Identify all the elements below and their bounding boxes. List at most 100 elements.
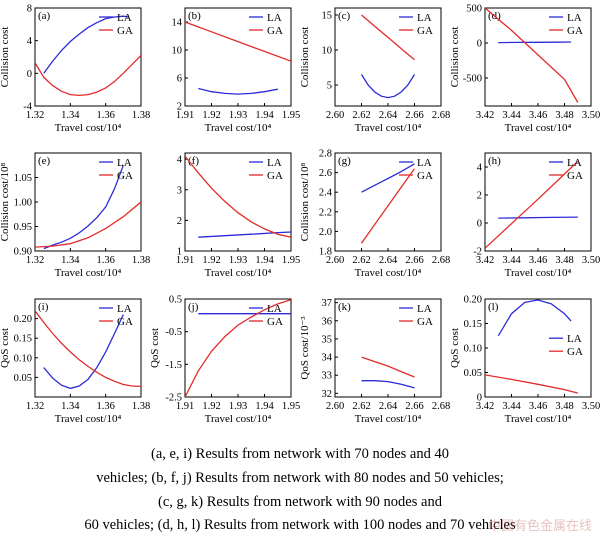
y-tick-label: 500	[466, 4, 482, 15]
legend-label-ga: GA	[267, 170, 283, 182]
y-tick-label: 0	[477, 393, 482, 404]
y-axis-label: Collision cost/10⁸	[0, 162, 11, 241]
x-tick-label: 1.34	[61, 401, 80, 412]
series-line-la	[43, 314, 124, 390]
y-tick-label: 2.2	[319, 207, 332, 218]
legend-label-ga: GA	[567, 346, 583, 358]
legend-label-ga: GA	[417, 170, 433, 182]
x-tick-label: 3.46	[529, 255, 547, 266]
plot-frame	[34, 7, 142, 107]
caption-line-2: vehicles; (b, f, j) Results from network…	[96, 470, 504, 486]
caption-line-3: (c, g, k) Results from network with 90 n…	[158, 494, 442, 510]
legend-label-la: LA	[417, 157, 432, 169]
y-tick-label: 32	[322, 389, 333, 400]
y-tick-label: 0.20	[464, 295, 482, 306]
y-tick-label: 37	[322, 298, 333, 309]
y-tick-label: 0.20	[14, 314, 32, 325]
x-tick-label: 1.95	[282, 401, 300, 412]
series-line-ga	[185, 155, 291, 238]
x-tick-label: 3.50	[582, 110, 600, 121]
legend-label-la: LA	[417, 12, 432, 24]
panel-label: (b)	[188, 10, 201, 22]
x-tick-label: 2.62	[352, 255, 370, 266]
y-tick-label: 33	[322, 371, 333, 382]
x-tick-label: 2.62	[352, 401, 370, 412]
y-tick-label: -1.5	[165, 360, 182, 371]
x-tick-label: 1.95	[282, 255, 300, 266]
panel-label: (k)	[338, 301, 351, 313]
legend-label-la: LA	[567, 333, 582, 345]
x-tick-label: 1.95	[282, 110, 300, 121]
panel-label: (j)	[188, 301, 199, 313]
y-tick-label: 0	[477, 39, 482, 50]
y-tick-label: 4	[177, 155, 183, 166]
y-tick-label: 1.00	[14, 198, 32, 209]
x-tick-label: 3.48	[555, 110, 573, 121]
y-tick-label: 2.6	[319, 168, 332, 179]
panel-label: (a)	[38, 10, 51, 22]
x-tick-label: 1.92	[202, 110, 220, 121]
x-tick-label: 1.38	[132, 255, 150, 266]
x-tick-label: 1.91	[176, 255, 194, 266]
legend-label-ga: GA	[417, 316, 433, 328]
caption-line-1: (a, e, i) Results from network with 70 n…	[150, 446, 449, 462]
legend-label-la: LA	[417, 303, 432, 315]
y-axis-label: QoS cost/10⁻³	[299, 316, 311, 380]
plot-frame	[34, 298, 142, 398]
legend-label-ga: GA	[117, 170, 133, 182]
x-tick-label: 3.48	[555, 401, 573, 412]
y-tick-label: 0	[27, 69, 32, 80]
legend-label-ga: GA	[567, 170, 583, 182]
series-line-la	[498, 41, 572, 44]
x-tick-label: 1.34	[61, 110, 80, 121]
panel-label: (i)	[38, 301, 49, 313]
x-axis-label: Travel cost/10⁴	[505, 413, 572, 425]
series-line-ga	[35, 201, 141, 248]
series-line-la	[198, 231, 291, 238]
y-tick-label: -2.5	[165, 393, 182, 404]
panel-label: (f)	[188, 155, 199, 167]
caption-line-4: 60 vehicles; (d, h, l) Results from netw…	[84, 517, 516, 533]
y-tick-label: 4	[477, 163, 483, 174]
x-axis-label: Travel cost/10⁴	[55, 413, 122, 425]
x-tick-label: 2.64	[379, 110, 398, 121]
chart-panel: 2.60 2.62 2.64 2.66 2.68 5 10 15 Travel cost/10⁴…	[299, 7, 450, 134]
x-axis-label: Travel cost/10⁴	[205, 122, 272, 134]
legend-label-la: LA	[267, 12, 282, 24]
x-tick-label: 1.93	[229, 255, 247, 266]
x-tick-label: 3.46	[529, 401, 547, 412]
x-tick-label: 3.50	[582, 401, 600, 412]
legend-label-la: LA	[567, 157, 582, 169]
x-tick-label: 1.94	[255, 401, 274, 412]
x-tick-label: 2.68	[432, 110, 450, 121]
y-tick-label: 8	[27, 4, 32, 15]
series-line-ga	[485, 8, 579, 103]
x-axis-label: Travel cost/10⁴	[355, 267, 422, 279]
series-line-la	[497, 299, 572, 337]
series-line-ga	[485, 374, 578, 394]
series-line-la	[198, 87, 278, 95]
y-tick-label: 0.15	[14, 334, 32, 345]
x-tick-label: 1.32	[26, 110, 44, 121]
y-tick-label: 0.90	[14, 247, 32, 258]
x-tick-label: 3.42	[476, 255, 494, 266]
series-line-ga	[185, 21, 291, 62]
y-tick-label: -500	[463, 74, 482, 85]
y-axis-label: Collision cost	[449, 27, 461, 88]
y-axis-label: Collision cost	[299, 27, 311, 88]
x-tick-label: 2.64	[379, 401, 398, 412]
y-tick-label: 0.05	[464, 368, 482, 379]
panel-label: (c)	[338, 10, 351, 22]
series-line-la	[498, 216, 578, 219]
legend-label-ga: GA	[117, 316, 133, 328]
y-tick-label: 36	[322, 316, 333, 327]
y-tick-label: 2	[177, 216, 182, 227]
x-tick-label: 1.93	[229, 110, 247, 121]
figure-grid: 1.32 1.34 1.36 1.38 -4 0 4 8 Travel cost/10⁴ Coll…	[0, 4, 600, 426]
y-tick-label: 0.10	[464, 344, 482, 355]
x-tick-label: 1.93	[229, 401, 247, 412]
chart-panel: 1.32 1.34 1.36 1.38 -4 0 4 8 Travel cost/10⁴ Coll…	[0, 4, 150, 135]
y-tick-label: 3	[177, 185, 182, 196]
x-tick-label: 1.32	[26, 401, 44, 412]
y-tick-label: 1	[177, 247, 182, 258]
